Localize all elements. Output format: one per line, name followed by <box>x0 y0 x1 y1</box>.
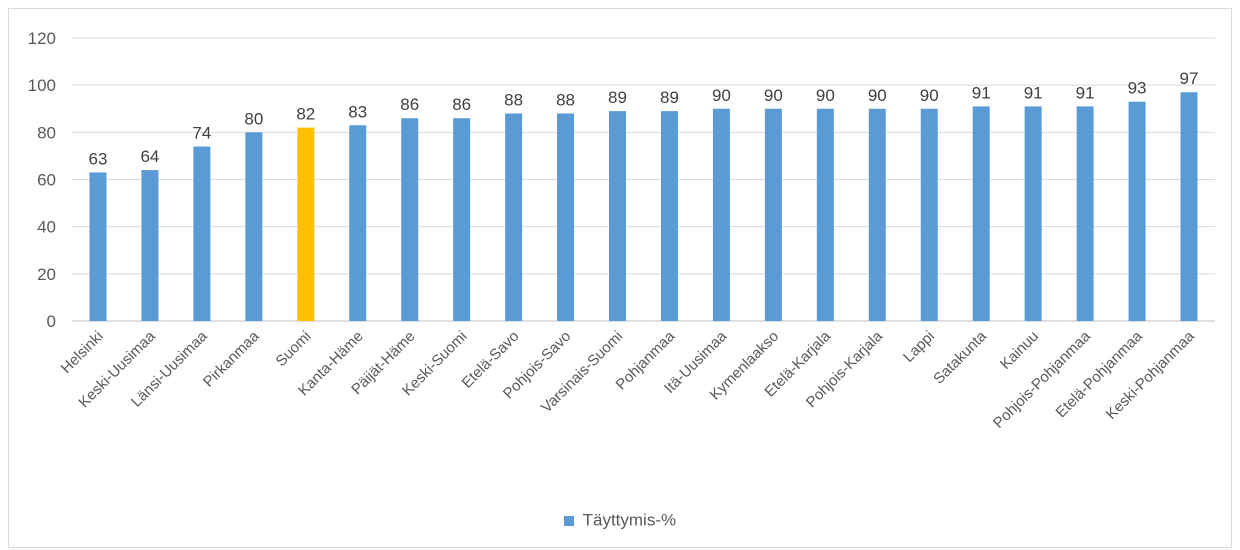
data-label: 86 <box>452 95 471 114</box>
bar <box>1128 101 1146 321</box>
y-tick-label: 60 <box>37 171 56 190</box>
data-label: 83 <box>348 102 367 121</box>
x-tick-label: Keski-Pohjanmaa <box>1103 327 1199 423</box>
y-tick-label: 120 <box>28 29 56 48</box>
data-label: 80 <box>244 109 263 128</box>
bar <box>349 125 367 321</box>
bar <box>1076 106 1094 322</box>
y-tick-label: 80 <box>37 123 56 142</box>
data-label: 82 <box>296 105 315 124</box>
x-tick-label: Helsinki <box>58 328 107 377</box>
data-label: 89 <box>660 88 679 107</box>
x-tick-label: Pohjois-Pohjanmaa <box>990 327 1094 431</box>
x-tick-label: Etelä-Pohjanmaa <box>1053 327 1147 421</box>
data-label: 91 <box>972 83 991 102</box>
bar <box>297 127 315 321</box>
x-tick-label: Lappi <box>900 328 938 366</box>
data-label: 97 <box>1180 69 1199 88</box>
bar <box>505 113 523 321</box>
x-tick-label: Kainuu <box>997 328 1042 373</box>
data-label: 88 <box>504 90 523 109</box>
legend-swatch <box>563 515 574 526</box>
bar <box>89 172 107 321</box>
data-label: 91 <box>1024 83 1043 102</box>
legend: Täyttymis-% <box>0 510 1240 531</box>
bar <box>868 108 886 321</box>
data-label: 90 <box>816 86 835 105</box>
bar <box>1024 106 1042 322</box>
data-label: 90 <box>764 86 783 105</box>
bar <box>816 108 834 321</box>
y-tick-label: 100 <box>28 76 56 95</box>
bar <box>609 111 627 321</box>
x-tick-label: Satakunta <box>930 327 990 387</box>
data-label: 86 <box>400 95 419 114</box>
data-label: 90 <box>712 86 731 105</box>
bar <box>712 108 730 321</box>
bar <box>141 170 159 321</box>
data-label: 63 <box>89 149 108 168</box>
data-label: 64 <box>140 147 159 166</box>
legend-label: Täyttymis-% <box>582 510 677 530</box>
bar <box>245 132 263 321</box>
data-label: 93 <box>1128 79 1147 98</box>
bar <box>660 111 678 321</box>
bar <box>401 118 419 321</box>
x-tick-label: Pirkanmaa <box>200 327 263 390</box>
data-label: 90 <box>868 86 887 105</box>
data-label: 74 <box>192 123 211 142</box>
y-tick-label: 20 <box>37 265 56 284</box>
bar <box>920 108 938 321</box>
data-label: 88 <box>556 90 575 109</box>
bar <box>453 118 471 321</box>
bar <box>193 146 211 321</box>
bar <box>1180 92 1198 321</box>
y-tick-label: 40 <box>37 218 56 237</box>
data-label: 90 <box>920 86 939 105</box>
data-label: 89 <box>608 88 627 107</box>
y-tick-label: 0 <box>47 312 56 331</box>
bar-chart: 02040608010012063Helsinki64Keski-Uusimaa… <box>28 29 1215 432</box>
bar <box>764 108 782 321</box>
x-tick-label: Suomi <box>273 328 315 370</box>
bar <box>557 113 575 321</box>
data-label: 91 <box>1076 83 1095 102</box>
bar <box>972 106 990 322</box>
